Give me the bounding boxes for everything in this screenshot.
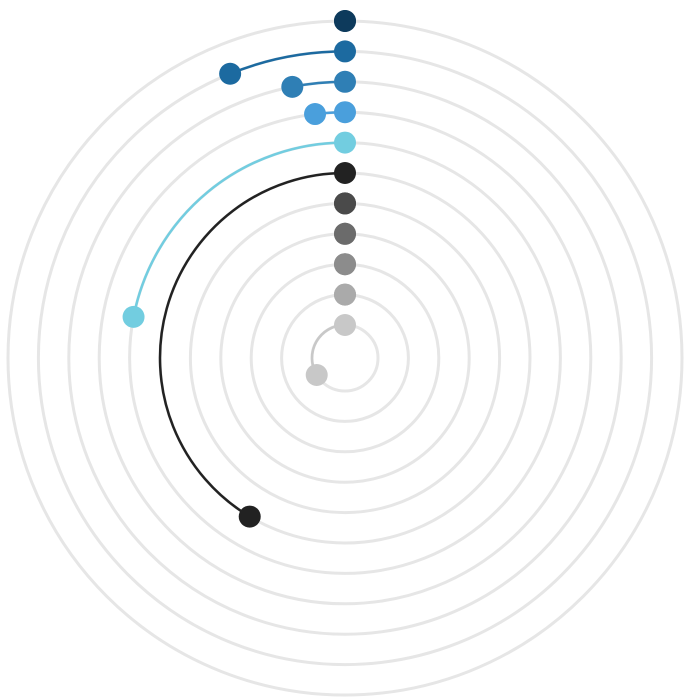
- end-dot: [238, 505, 261, 528]
- start-dot: [334, 101, 356, 124]
- ring: [188, 201, 502, 515]
- arc: [158, 171, 346, 518]
- start-dot: [334, 70, 356, 93]
- start-dot: [334, 131, 356, 154]
- end-dot: [334, 283, 356, 306]
- end-dot: [281, 75, 304, 98]
- end-dot: [334, 192, 356, 215]
- start-dot: [334, 162, 356, 184]
- end-dot: [334, 253, 356, 276]
- end-dot: [334, 222, 356, 245]
- end-dot: [304, 103, 327, 126]
- start-dot: [334, 40, 356, 63]
- end-dot: [219, 62, 242, 85]
- end-dot: [122, 305, 145, 328]
- ring: [97, 110, 593, 606]
- end-dot: [305, 363, 328, 386]
- arc: [229, 50, 346, 75]
- arc: [132, 141, 346, 318]
- ring: [280, 293, 410, 423]
- end-dot: [334, 10, 356, 32]
- start-dot: [334, 314, 356, 336]
